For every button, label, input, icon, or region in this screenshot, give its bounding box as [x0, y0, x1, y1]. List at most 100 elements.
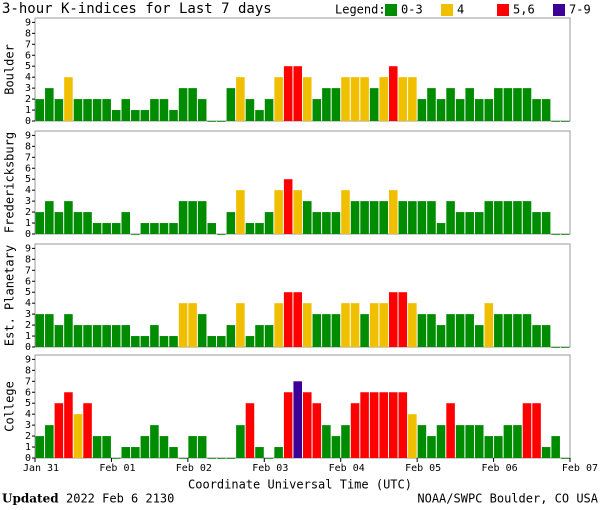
bar — [465, 425, 474, 458]
bar — [45, 425, 54, 458]
bar — [494, 436, 503, 458]
bar — [264, 99, 274, 121]
y-tick-label: 2 — [25, 207, 31, 218]
bar — [207, 458, 217, 459]
bar — [322, 88, 331, 121]
bar — [159, 436, 169, 458]
bar — [197, 436, 207, 458]
bar — [427, 314, 436, 347]
bar — [350, 403, 360, 458]
bar — [102, 325, 111, 347]
bar — [150, 425, 159, 458]
bar — [169, 336, 178, 347]
bar — [408, 201, 417, 234]
bar — [236, 425, 245, 458]
bar — [322, 314, 331, 347]
bar — [264, 212, 274, 234]
bar — [73, 99, 83, 121]
bar — [465, 314, 474, 347]
bar — [178, 201, 188, 234]
y-tick-label: 0 — [25, 229, 31, 240]
bar — [274, 77, 283, 121]
bar — [131, 110, 140, 121]
bar — [245, 223, 255, 234]
bar — [64, 314, 73, 347]
y-tick-label: 6 — [25, 276, 31, 287]
bar — [427, 88, 436, 121]
y-tick-label: 3 — [25, 196, 31, 207]
bar — [331, 436, 341, 458]
bar — [560, 121, 570, 122]
bar — [436, 99, 446, 121]
bar — [484, 303, 494, 347]
bar — [417, 425, 427, 458]
bar — [408, 414, 417, 458]
bar — [436, 325, 446, 347]
bar — [417, 99, 427, 121]
bar — [283, 66, 293, 121]
bar — [379, 392, 388, 458]
bar — [236, 303, 245, 347]
bar — [522, 403, 532, 458]
bar — [73, 325, 83, 347]
legend-label: 4 — [457, 3, 464, 17]
bar — [64, 392, 73, 458]
bar — [159, 99, 169, 121]
bar — [560, 458, 570, 459]
y-tick-label: 3 — [25, 420, 31, 431]
x-tick-label: Feb 07 — [562, 463, 598, 474]
bar — [522, 88, 532, 121]
bar — [102, 99, 111, 121]
bar — [83, 325, 92, 347]
bar — [312, 314, 322, 347]
bar — [131, 234, 140, 235]
bar — [35, 436, 45, 458]
bar — [92, 223, 102, 234]
bar — [532, 403, 541, 458]
bar — [360, 201, 369, 234]
y-tick-label: 6 — [25, 163, 31, 174]
bar — [465, 88, 474, 121]
bar — [217, 234, 226, 235]
bar — [474, 425, 484, 458]
legend-swatch — [385, 4, 397, 16]
bar — [513, 314, 522, 347]
y-tick-label: 4 — [25, 409, 31, 420]
bar — [398, 77, 408, 121]
bar — [369, 392, 379, 458]
bar — [427, 436, 436, 458]
bar — [350, 77, 360, 121]
bar — [513, 201, 522, 234]
bar — [111, 223, 121, 234]
y-tick-label: 9 — [25, 130, 31, 141]
legend-swatch — [441, 4, 453, 16]
bar — [303, 303, 312, 347]
bar — [551, 436, 560, 458]
bar — [484, 201, 494, 234]
bar — [293, 381, 302, 458]
bar — [446, 201, 455, 234]
y-tick-label: 4 — [25, 185, 31, 196]
bar — [121, 99, 131, 121]
bar — [178, 458, 188, 459]
bar — [121, 325, 131, 347]
y-tick-label: 7 — [25, 39, 31, 50]
bar — [408, 77, 417, 121]
bar — [131, 447, 140, 458]
y-tick-label: 4 — [25, 298, 31, 309]
bar — [398, 292, 408, 347]
bar — [494, 88, 503, 121]
bar — [111, 110, 121, 121]
bar — [217, 458, 226, 459]
bar — [465, 212, 474, 234]
bar — [178, 303, 188, 347]
updated-label: Updated — [2, 492, 59, 506]
bar — [35, 212, 45, 234]
bar — [140, 110, 150, 121]
bar — [111, 458, 121, 459]
bar — [541, 325, 551, 347]
bar — [188, 303, 197, 347]
bar — [360, 392, 369, 458]
y-tick-label: 2 — [25, 320, 31, 331]
source: NOAA/SWPC Boulder, CO USA — [417, 492, 598, 506]
